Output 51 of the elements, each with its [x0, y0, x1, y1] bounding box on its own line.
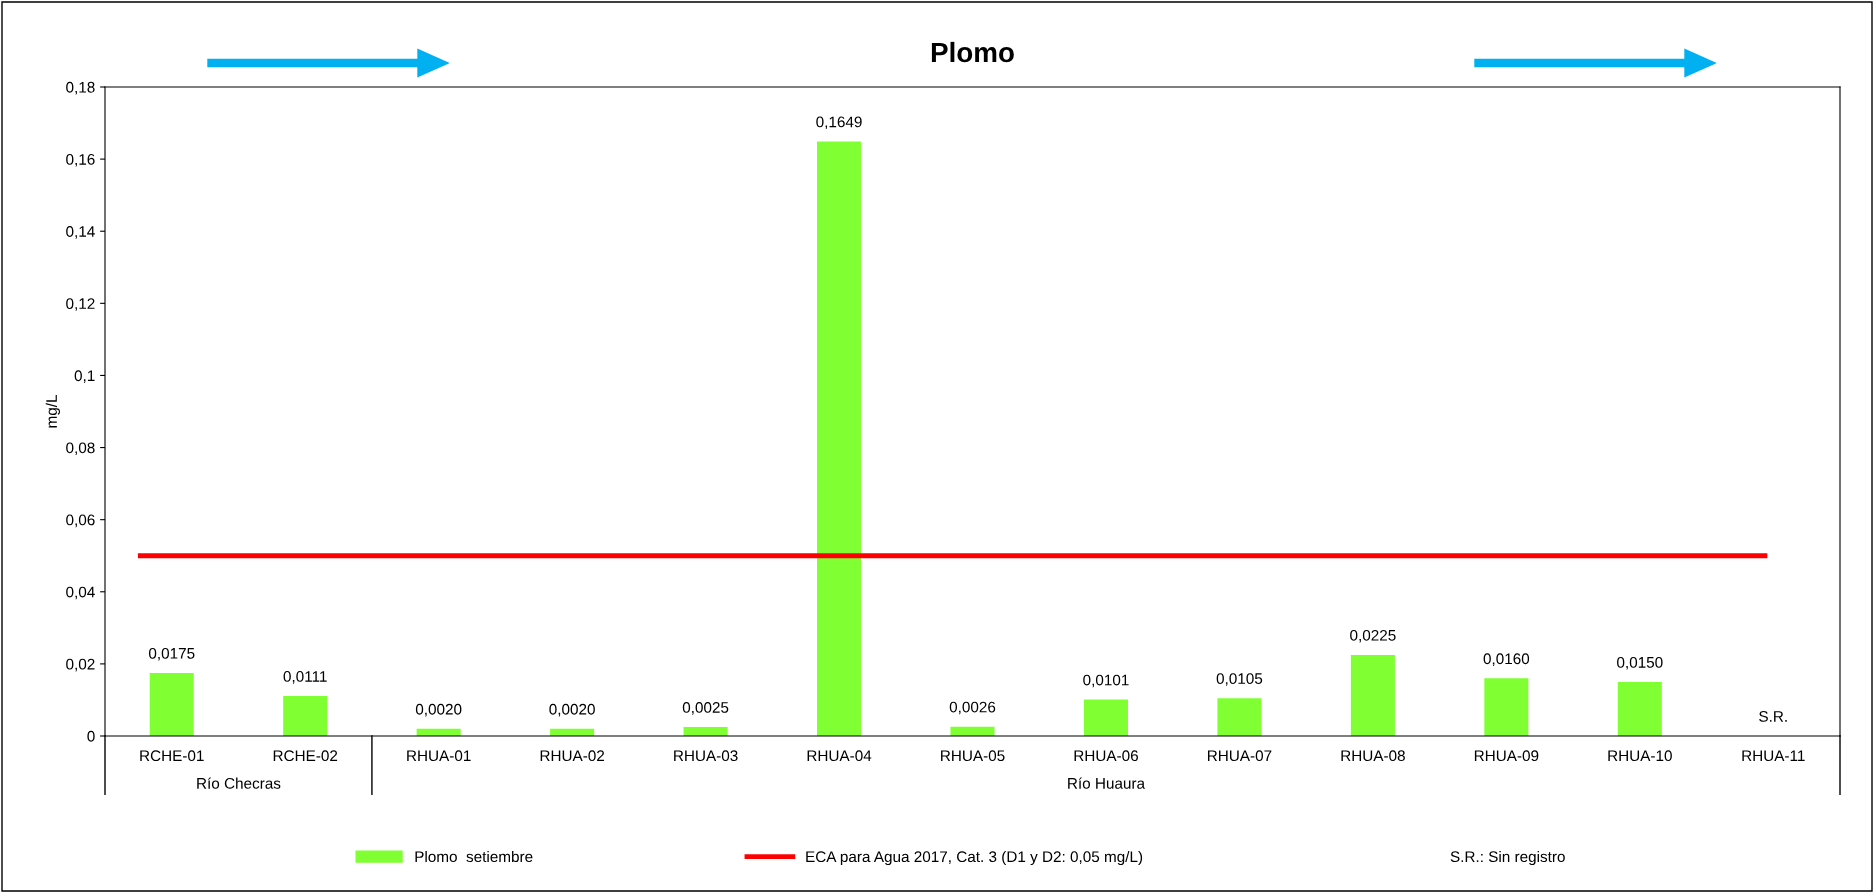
bar [149, 672, 194, 736]
y-tick-label: 0,16 [66, 153, 95, 167]
x-tick-label: RHUA-03 [674, 750, 738, 762]
y-tick-label: 0,06 [66, 514, 95, 528]
x-tick-label: RHUA-10 [1608, 750, 1672, 762]
x-tick-label: RHUA-01 [407, 750, 471, 762]
data-label: 0,0026 [949, 701, 996, 715]
data-label: 0,1649 [816, 116, 862, 130]
x-tick-label: RHUA-07 [1207, 750, 1272, 762]
text: Río Huaura [1068, 777, 1146, 789]
chart-title: Plomo [931, 41, 1014, 63]
x-tick-label: RHUA-09 [1474, 750, 1539, 762]
x-tick-label: RHUA-05 [941, 750, 1005, 762]
data-label: 0,0101 [1083, 674, 1129, 688]
bar [1217, 698, 1262, 736]
x-tick-label: RHUA-02 [540, 750, 605, 762]
data-label: 0,0105 [1216, 673, 1263, 686]
text: S.R. [1759, 711, 1787, 722]
x-tick-label: RCHE-01 [140, 750, 204, 762]
data-label: 0,0020 [549, 703, 595, 717]
y-tick-label: 0,02 [66, 658, 95, 672]
text: Río Checras [197, 777, 281, 789]
data-label: 0,0160 [1483, 653, 1530, 666]
bar [1350, 654, 1395, 736]
bar [1484, 678, 1529, 736]
x-tick-label: RCHE-02 [273, 750, 338, 762]
y-tick-label: 0,18 [66, 81, 95, 95]
y-tick-label: 0,04 [66, 586, 95, 600]
y-tick-label: 0 [87, 730, 95, 742]
y-tick-label: 0,1 [74, 370, 95, 383]
data-label: 0,0225 [1350, 629, 1396, 643]
legend-label: ECA para Agua 2017, Cat. 3 (D1 y D2: 0,05 mg/L) [806, 850, 1143, 866]
data-label: 0,0111 [283, 671, 327, 684]
text: S.R.: Sin registro [1450, 850, 1565, 866]
data-label: 0,0020 [415, 703, 462, 717]
bar [1083, 699, 1128, 736]
data-label: 0,0025 [682, 702, 729, 715]
y-tick-label: 0,14 [66, 226, 95, 239]
y-tick-label: 0,08 [66, 442, 95, 456]
x-tick-label: RHUA-06 [1074, 750, 1138, 762]
data-label: 0,0175 [148, 647, 195, 661]
x-tick-label: RHUA-08 [1341, 750, 1405, 762]
y-axis-title: mg/L [45, 395, 60, 428]
bar [1617, 681, 1662, 736]
data-label: 0,0150 [1617, 656, 1663, 670]
x-tick-label: RHUA-04 [807, 750, 872, 762]
bar [817, 141, 862, 736]
legend-label: Plomo setiembre [415, 850, 533, 863]
y-tick-label: 0,12 [66, 298, 95, 311]
x-tick-label: RHUA-11 [1742, 750, 1805, 762]
bar [283, 695, 328, 736]
